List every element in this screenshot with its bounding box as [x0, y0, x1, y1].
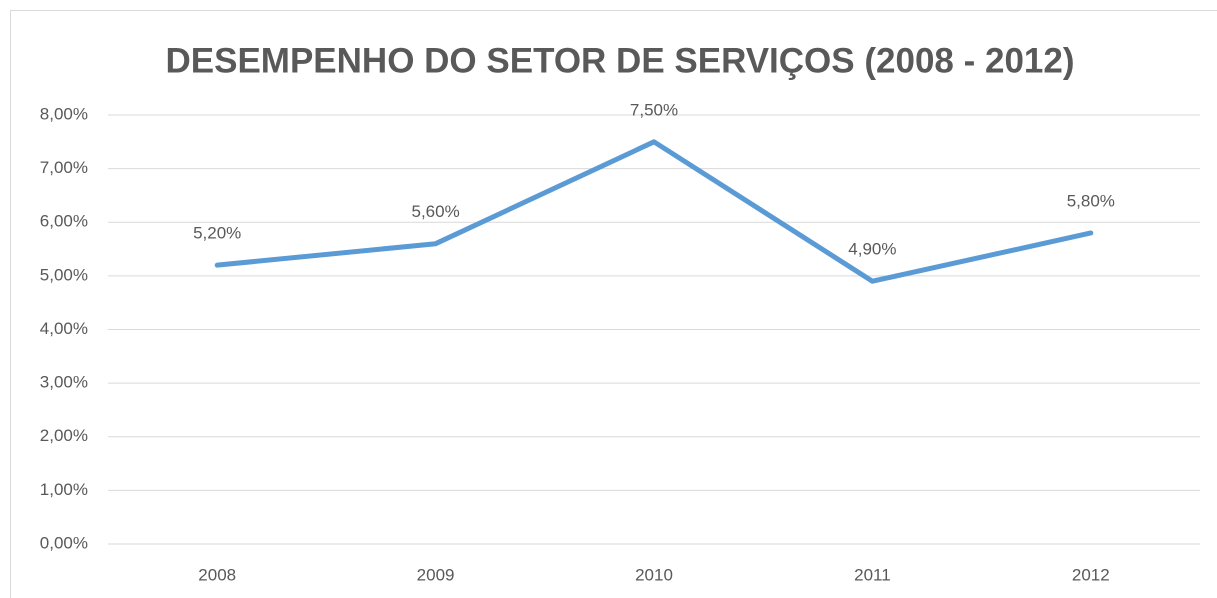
y-tick-label: 4,00% — [40, 319, 88, 338]
y-tick-label: 1,00% — [40, 480, 88, 499]
y-tick-label: 3,00% — [40, 373, 88, 392]
chart-frame — [10, 10, 1217, 598]
y-tick-label: 6,00% — [40, 212, 88, 231]
x-tick-label: 2012 — [1072, 565, 1110, 584]
y-tick-label: 7,00% — [40, 158, 88, 177]
y-tick-label: 8,00% — [40, 104, 88, 123]
x-tick-label: 2010 — [635, 565, 673, 584]
x-tick-label: 2008 — [198, 565, 236, 584]
x-tick-label: 2009 — [417, 565, 455, 584]
y-tick-label: 2,00% — [40, 426, 88, 445]
data-label: 4,90% — [848, 240, 896, 259]
data-label: 5,20% — [193, 224, 241, 243]
data-label: 7,50% — [630, 100, 678, 119]
line — [214, 139, 1094, 284]
data-label: 5,60% — [411, 202, 459, 221]
data-label: 5,80% — [1067, 191, 1115, 210]
x-tick-label: 2011 — [854, 565, 891, 584]
y-tick-label: 5,00% — [40, 265, 88, 284]
chart-title: DESEMPENHO DO SETOR DE SERVIÇOS (2008 - … — [166, 41, 1075, 80]
y-tick-label: 0,00% — [40, 533, 88, 552]
